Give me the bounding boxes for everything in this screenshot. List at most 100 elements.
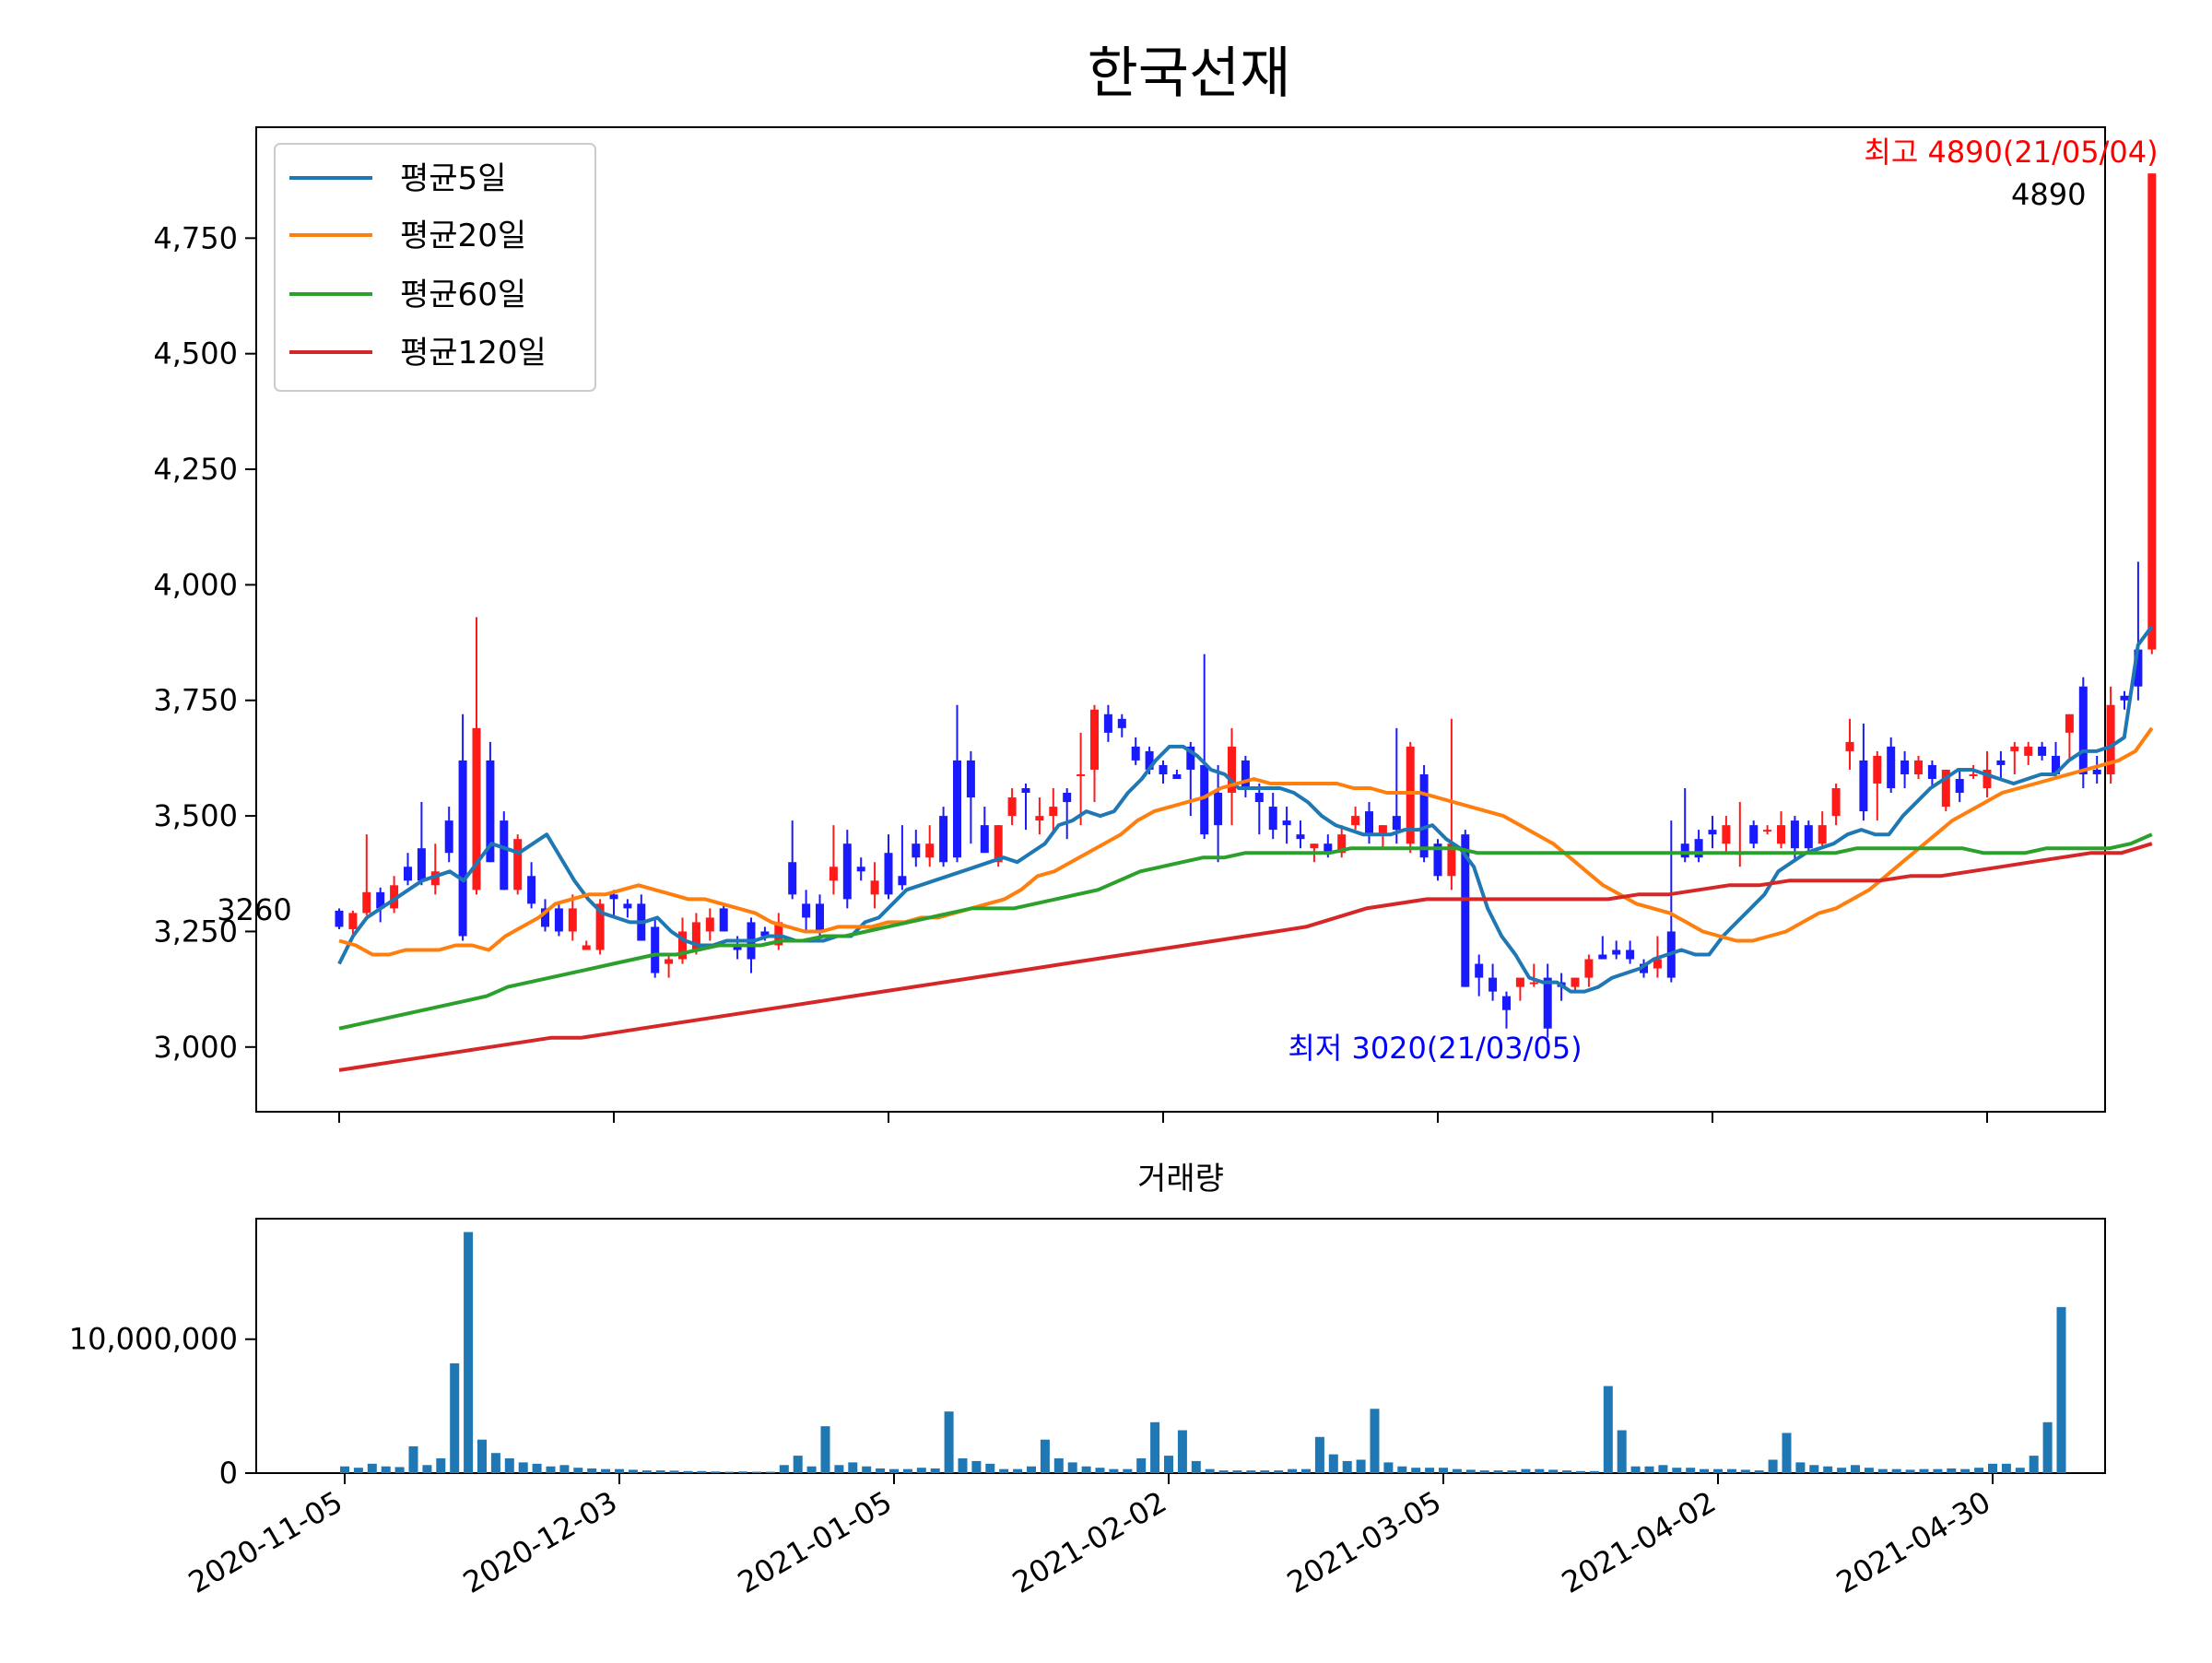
candle-body [1955, 778, 1964, 794]
candle-body [1131, 746, 1140, 761]
volume-bar [1947, 1468, 1957, 1473]
volume-bar [1493, 1470, 1503, 1473]
price-panel-frame [255, 126, 2106, 1113]
candle-body [1927, 764, 1936, 779]
candle-body [842, 843, 852, 900]
volume-bar [641, 1470, 652, 1473]
volume-bar [1177, 1430, 1187, 1473]
candle-body [1461, 834, 1470, 987]
moving-average-lines [337, 625, 2154, 1072]
candle-body [430, 871, 440, 886]
candle-body [362, 891, 371, 914]
volume-y-axis: 0 10,000,000 [69, 1322, 256, 1491]
volume-bar [902, 1468, 912, 1473]
candle-body [1845, 741, 1854, 751]
legend-label-ma20: 평균20일 [400, 218, 526, 254]
candle-body [1117, 718, 1126, 728]
chart-title: 한국선재 [1088, 41, 1291, 106]
candle-body [1941, 769, 1950, 808]
candle-body [1145, 750, 1154, 770]
volume-bar [1864, 1468, 1874, 1473]
volume-bar [711, 1471, 721, 1473]
volume-bar [1465, 1469, 1476, 1473]
volume-bar [559, 1465, 570, 1473]
candle-body [2120, 695, 2129, 701]
candle-body [376, 891, 385, 909]
first-close-label: 3260 [217, 892, 291, 927]
candle-body [994, 825, 1003, 863]
candle-body [2106, 704, 2115, 774]
volume-bar [793, 1456, 803, 1473]
candle-body [1021, 788, 1030, 794]
volume-bar [834, 1465, 844, 1473]
candlestick-series [335, 173, 2157, 1038]
candle-body [390, 885, 399, 909]
volume-bar [1301, 1468, 1311, 1473]
volume-bar [916, 1468, 926, 1473]
candle-body [788, 862, 797, 895]
volume-bar [1314, 1436, 1324, 1473]
volume-bar [1726, 1468, 1736, 1473]
price-y-tick-label: 3,250 [153, 914, 238, 949]
volume-bar [1328, 1454, 1338, 1473]
volume-bar [1356, 1459, 1366, 1473]
candle-body [1296, 834, 1305, 840]
candle-body [1543, 977, 1552, 1029]
volume-bar [889, 1468, 899, 1473]
candle-body [980, 825, 989, 854]
candle-body [500, 820, 509, 890]
volume-bar [1644, 1466, 1654, 1473]
volume-bar [340, 1466, 349, 1473]
candle-body [1200, 764, 1209, 835]
volume-bar [615, 1468, 624, 1473]
candle-body [1378, 825, 1387, 835]
candle-body [884, 853, 893, 895]
volume-bar [2015, 1468, 2025, 1473]
candle-body [1626, 949, 1635, 960]
volume-bar [422, 1465, 432, 1473]
candle-body [1447, 843, 1456, 877]
candle-body [912, 843, 921, 858]
candle-body [1365, 811, 1373, 835]
volume-bar [1933, 1468, 1943, 1473]
candle-body [2092, 769, 2101, 774]
price-y-tick-label: 4,500 [153, 336, 238, 372]
candle-body [966, 760, 975, 798]
candle-body [1063, 793, 1072, 803]
candle-body [1818, 825, 1827, 844]
candle-body [1722, 825, 1731, 844]
candle-body [458, 760, 467, 937]
volume-bar [532, 1463, 542, 1473]
candle-body [1077, 773, 1086, 776]
candle-body [829, 867, 838, 881]
price-y-tick-label: 4,000 [153, 567, 238, 602]
candle-body [953, 760, 961, 858]
candle-body [2147, 173, 2157, 650]
candle-body [1337, 834, 1347, 854]
volume-bar [1988, 1463, 1997, 1473]
candle-body [1804, 825, 1813, 849]
candle-body [1228, 746, 1236, 794]
candle-body [1640, 963, 1648, 973]
candle-body [1763, 830, 1772, 832]
candle-body [719, 908, 728, 932]
candle-body [513, 839, 523, 890]
candle-body [1502, 996, 1511, 1010]
volume-bar [1905, 1469, 1915, 1473]
candle-body [1254, 793, 1264, 803]
volume-bar [1067, 1462, 1077, 1473]
volume-bar [381, 1466, 391, 1473]
candle-body [609, 894, 618, 900]
volume-bar [450, 1362, 460, 1473]
candle-body [486, 760, 495, 863]
volume-bar [1576, 1470, 1585, 1473]
volume-bar [1109, 1468, 1119, 1473]
volume-bar [1136, 1458, 1147, 1473]
volume-bar [1974, 1468, 1984, 1473]
candle-body [1103, 714, 1112, 733]
volume-bar [1274, 1470, 1284, 1473]
candle-body [2024, 746, 2033, 756]
candle-body [1887, 746, 1896, 789]
